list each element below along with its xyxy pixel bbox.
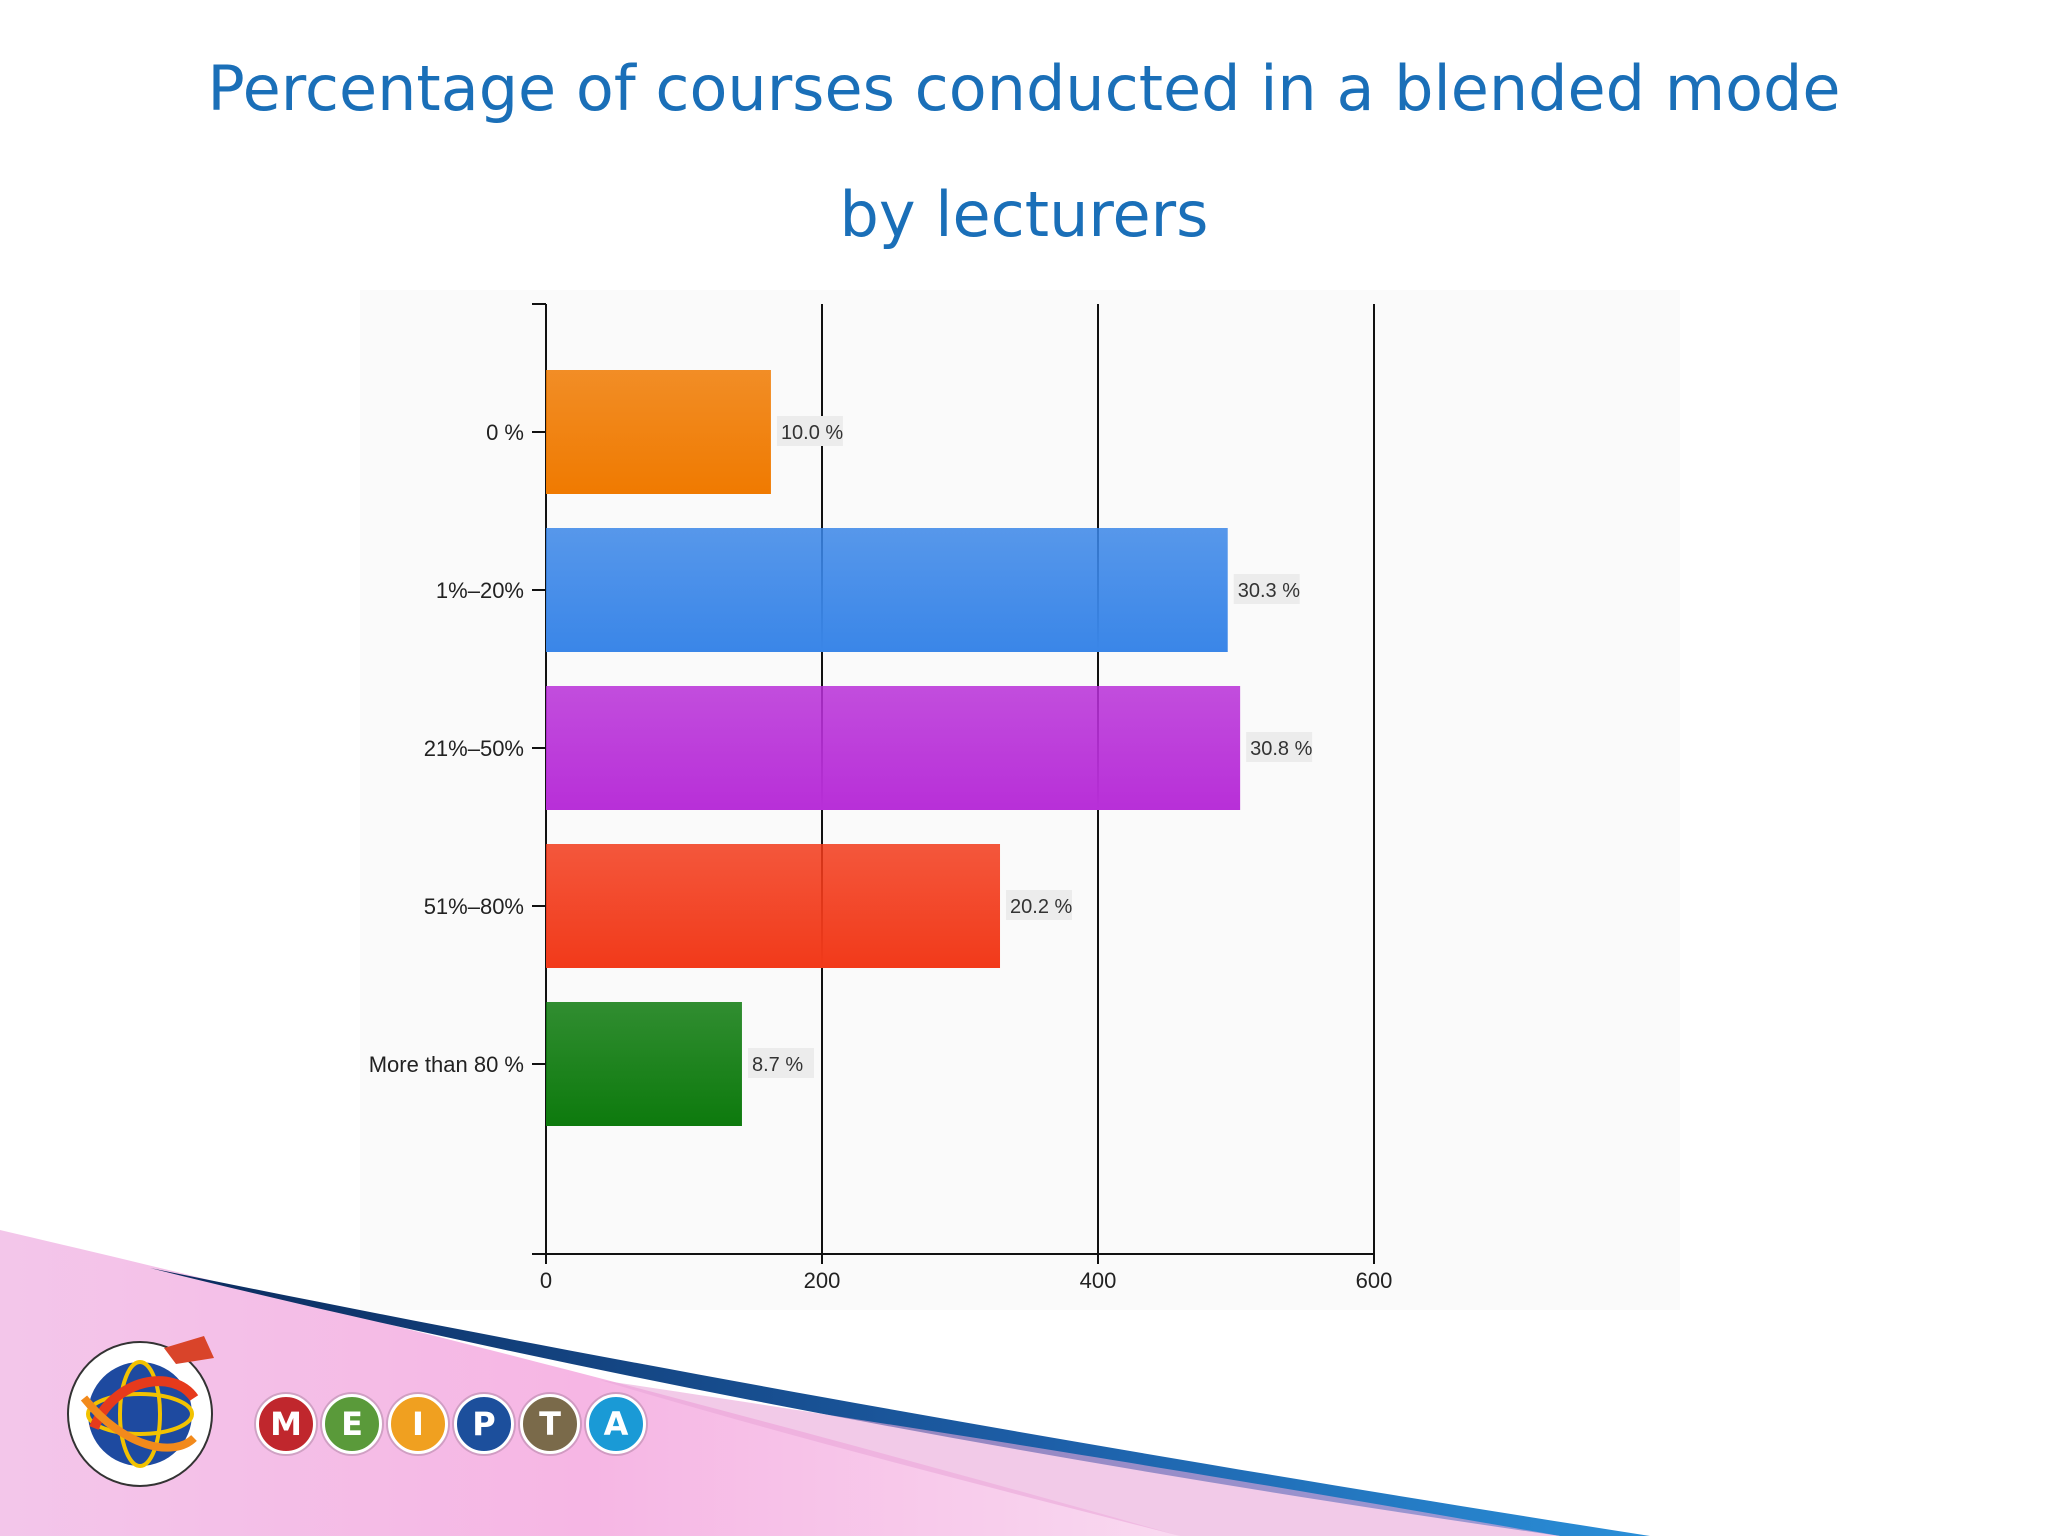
chart-panel: 0 200 400 600 0 % 10.0 % 1%–20% 30.3 % 21%–50% 30… — [360, 290, 1680, 1310]
data-label: 30.8 % — [1250, 738, 1312, 760]
x-tick-label: 0 — [540, 1268, 552, 1293]
university-logo-icon — [54, 1318, 234, 1498]
brand-letter-t: T — [520, 1394, 580, 1454]
bar-chart: 0 200 400 600 0 % 10.0 % 1%–20% 30.3 % 21%–50% 30… — [369, 303, 1393, 1293]
x-tick-label: 600 — [1356, 1268, 1393, 1293]
category-label: 51%–80% — [424, 894, 524, 919]
data-label-bg — [1233, 574, 1300, 604]
data-label: 8.7 % — [752, 1054, 803, 1076]
data-label-bg — [776, 416, 843, 446]
bar-3 — [546, 844, 1001, 968]
brand-letter-e: E — [322, 1394, 382, 1454]
bar-2 — [546, 686, 1241, 810]
data-label: 20.2 % — [1010, 896, 1072, 918]
footer-pink-overlay — [600, 1380, 1560, 1536]
brand-letter-a: A — [586, 1394, 646, 1454]
data-label-bg — [1246, 732, 1313, 762]
brand-letter-m: M — [256, 1394, 316, 1454]
data-label: 10.0 % — [781, 422, 843, 444]
bar-0 — [546, 370, 771, 494]
x-tick-label: 400 — [1080, 1268, 1117, 1293]
slide-title-line-2: by lecturers — [839, 178, 1209, 251]
data-label-bg — [747, 1048, 814, 1078]
category-label: 0 % — [486, 420, 524, 445]
data-label-bg — [1006, 890, 1073, 920]
bar-4 — [546, 1002, 742, 1126]
x-tick-label: 200 — [804, 1268, 841, 1293]
category-label: 1%–20% — [436, 578, 524, 603]
brand-letter-p: P — [454, 1394, 514, 1454]
brand-letter-i: I — [388, 1394, 448, 1454]
category-label: More than 80 % — [369, 1052, 524, 1077]
category-label: 21%–50% — [424, 736, 524, 761]
slide-title-line-1: Percentage of courses conducted in a ble… — [207, 52, 1841, 125]
bar-1 — [546, 528, 1228, 652]
data-label: 30.3 % — [1238, 580, 1300, 602]
